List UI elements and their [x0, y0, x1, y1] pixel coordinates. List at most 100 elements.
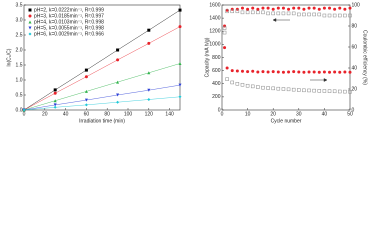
- marker: [240, 82, 245, 87]
- marker: [327, 89, 332, 93]
- marker: [322, 6, 326, 10]
- marker: [223, 46, 227, 50]
- marker: [116, 93, 120, 97]
- y-tick-label: 2.5: [16, 32, 23, 38]
- marker: [266, 70, 270, 74]
- marker: [317, 89, 322, 93]
- marker: [53, 105, 57, 109]
- legend-label: pH=4, k=0.0103min⁻¹, R²:0.998: [34, 19, 104, 25]
- marker: [240, 10, 245, 15]
- y-tick-label: 800: [212, 55, 221, 61]
- marker: [116, 48, 120, 52]
- marker: [302, 70, 306, 74]
- marker: [53, 99, 57, 103]
- marker: [225, 77, 229, 81]
- marker: [271, 86, 275, 91]
- marker: [292, 70, 296, 74]
- y-tick-label: 600: [212, 68, 221, 74]
- marker: [286, 87, 291, 92]
- marker: [271, 11, 275, 16]
- marker: [178, 83, 182, 87]
- marker: [147, 28, 151, 32]
- marker: [178, 25, 182, 29]
- marker: [302, 12, 306, 17]
- marker: [281, 70, 285, 74]
- marker: [53, 91, 57, 95]
- marker: [84, 103, 88, 107]
- marker: [235, 7, 239, 11]
- x-tick-label: 0: [23, 111, 26, 117]
- marker: [261, 85, 265, 90]
- legend-marker: [28, 8, 32, 12]
- marker: [307, 6, 311, 10]
- marker: [281, 11, 286, 16]
- marker: [333, 7, 337, 11]
- marker: [250, 10, 255, 15]
- marker: [147, 71, 151, 75]
- marker: [84, 75, 88, 79]
- marker: [307, 12, 311, 17]
- y-tick-label: 200: [212, 94, 221, 100]
- y2-tick-label: 0: [352, 107, 355, 113]
- marker: [312, 88, 316, 93]
- marker: [332, 13, 337, 18]
- marker: [287, 7, 291, 11]
- marker: [261, 70, 265, 74]
- legend-label: pH=6, k=0.0029min⁻¹, R²:0.966: [34, 31, 104, 37]
- figure: 0 20 40 60 80 100 120 1400.00.51.01.52.02.53.03…: [6, 2, 368, 125]
- marker: [322, 13, 327, 18]
- marker: [302, 88, 306, 93]
- marker: [343, 7, 347, 11]
- marker: [116, 58, 120, 62]
- marker: [312, 70, 316, 74]
- marker: [256, 70, 260, 74]
- marker: [246, 70, 250, 74]
- marker: [348, 13, 352, 18]
- marker: [53, 88, 57, 92]
- x-tick-label: 120: [145, 111, 154, 117]
- marker: [286, 11, 291, 16]
- marker: [322, 89, 327, 93]
- y-axis-label: Capacity (mA h/g): [204, 37, 210, 77]
- marker: [291, 87, 296, 92]
- y2-tick-label: 20: [352, 86, 358, 92]
- marker: [287, 70, 291, 74]
- y-tick-label: 3.5: [16, 2, 23, 8]
- marker: [276, 6, 280, 10]
- series-line: [23, 26, 181, 111]
- marker: [178, 95, 182, 99]
- marker: [147, 98, 151, 101]
- y-tick-label: 0.5: [16, 92, 23, 98]
- marker: [251, 69, 255, 73]
- marker: [281, 6, 285, 10]
- marker: [22, 108, 26, 112]
- marker: [230, 69, 234, 73]
- marker: [312, 6, 316, 10]
- marker: [271, 7, 275, 11]
- plot-frame: [23, 4, 181, 111]
- marker: [291, 11, 296, 16]
- marker: [222, 30, 227, 35]
- y-tick-label: 0.0: [16, 107, 23, 113]
- marker: [178, 8, 182, 12]
- y-tick-label: 1.5: [16, 62, 23, 68]
- x-tick-label: 80: [104, 111, 110, 117]
- x-tick-label: 50: [347, 111, 353, 117]
- marker: [297, 6, 301, 10]
- marker: [307, 70, 311, 74]
- x-tick-label: 140: [165, 111, 174, 117]
- marker: [84, 68, 88, 72]
- marker: [147, 41, 151, 45]
- marker: [251, 6, 255, 10]
- legend-marker: [28, 14, 32, 18]
- marker: [245, 10, 250, 15]
- marker: [235, 82, 240, 86]
- marker: [297, 70, 301, 74]
- marker: [235, 69, 239, 73]
- y2-axis-label: Coulombic efficiency (%): [362, 30, 368, 85]
- x-tick-label: 10: [245, 111, 251, 117]
- series-line: [23, 84, 181, 111]
- marker: [276, 70, 280, 74]
- y2-tick-label: 60: [352, 44, 358, 50]
- marker: [348, 70, 352, 74]
